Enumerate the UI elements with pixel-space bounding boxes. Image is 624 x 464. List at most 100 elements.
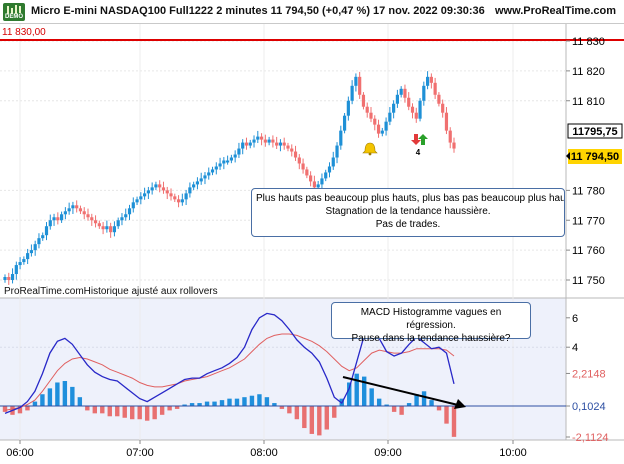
macd-tick-label: -2,1124 (572, 432, 609, 444)
candle (290, 148, 294, 152)
candle (52, 217, 56, 221)
candle (293, 151, 298, 158)
histogram-bar (436, 406, 442, 411)
candle (161, 187, 166, 191)
current-price-label-bg (568, 149, 622, 164)
macd-axis: 6 4 2,2148 0,1024 -2,1124 (566, 313, 609, 444)
last-price-label: 11795,75 (572, 126, 617, 138)
candle (354, 76, 358, 86)
candle (437, 94, 441, 104)
candle (335, 145, 339, 158)
candle (93, 220, 98, 224)
candle (441, 103, 445, 113)
current-price-label: 11 794,50 (571, 151, 619, 163)
candle (82, 211, 86, 215)
candle (297, 157, 301, 164)
signal-line (4, 333, 455, 411)
histogram-bar (70, 386, 75, 406)
candle (448, 130, 452, 143)
candle (286, 145, 290, 149)
candle (218, 163, 222, 167)
histogram-bar (406, 403, 412, 406)
candle (199, 178, 203, 182)
histogram-bar (444, 406, 449, 424)
macd-annotation[interactable]: MACD Histogramme vagues en régression. P… (331, 302, 531, 344)
histogram-bar (249, 395, 255, 406)
candle (78, 208, 83, 212)
price-axis: 11 830 11 820 11 810 11 780 11 770 11 760 11 7… (566, 36, 605, 287)
candle (158, 184, 162, 188)
candle (237, 148, 241, 155)
histogram-bar (174, 406, 180, 409)
candle (414, 112, 418, 119)
price-annotation[interactable]: Plus hauts pas beaucoup plus hauts, plus… (251, 188, 565, 237)
candle (233, 154, 237, 158)
histogram-bar (376, 398, 382, 406)
histogram-bar (152, 406, 157, 420)
candle (301, 163, 305, 170)
histogram-bar (309, 406, 315, 434)
candle (388, 112, 392, 122)
candle (248, 142, 252, 146)
candle (3, 277, 7, 280)
candle (410, 106, 415, 113)
histogram-bar (100, 406, 105, 414)
candle (124, 214, 128, 218)
histogram-bar (414, 394, 419, 406)
current-price-pointer (566, 152, 570, 160)
candle (116, 220, 120, 227)
candle (384, 121, 388, 131)
chart-area[interactable]: 11 830 11 820 11 810 11 780 11 770 11 760 11 7… (0, 24, 624, 464)
histogram-bar (242, 397, 247, 406)
candle (169, 193, 173, 197)
candle (184, 193, 188, 200)
candle (97, 223, 101, 227)
price-tick-label: 11 770 (572, 215, 605, 227)
histogram-bar (182, 404, 187, 406)
annotation-line: Pause dans la tendance haussière? (351, 333, 511, 344)
candle (203, 175, 207, 179)
trend-arrow-icon (454, 399, 466, 409)
histogram-bar (115, 406, 120, 417)
candle (324, 172, 328, 179)
candle (339, 130, 343, 146)
candle (143, 193, 147, 197)
trend-arrow-line (342, 376, 459, 406)
histogram-bar (122, 406, 127, 418)
candle (26, 253, 30, 260)
candle (7, 277, 11, 280)
candle (278, 142, 283, 146)
candle (56, 217, 60, 221)
candle (120, 217, 124, 221)
candle (309, 175, 313, 182)
price-tick-label: 11 830 (572, 36, 605, 48)
annotation-line: MACD Histogramme vagues en régression. (360, 307, 502, 331)
candle (316, 184, 320, 188)
site-link[interactable]: www.ProRealTime.com (494, 5, 616, 17)
candle (399, 88, 403, 95)
time-tick-label: 07:00 (126, 447, 154, 459)
candle (407, 97, 411, 107)
candle (282, 142, 286, 146)
price-tick-label: 11 820 (572, 66, 605, 78)
candle (376, 124, 381, 134)
histogram-bar (55, 382, 60, 406)
candle (210, 169, 215, 173)
annotation-line: Pas de trades. (375, 219, 441, 230)
time-tick-label: 09:00 (374, 447, 402, 459)
histogram-bar (287, 406, 292, 414)
histogram-bar (2, 406, 8, 412)
histogram-bar (197, 403, 202, 406)
price-tick-label: 11 810 (572, 96, 605, 108)
candle (22, 259, 26, 263)
histogram-bar (294, 406, 300, 420)
candle (241, 142, 245, 149)
candle (176, 199, 181, 203)
histogram-bar (62, 381, 68, 406)
candle (361, 94, 366, 107)
histogram-bar (227, 398, 232, 406)
histogram-bar (302, 406, 307, 429)
alert-bell-icon (362, 142, 378, 156)
candle (67, 208, 71, 212)
candle (271, 139, 275, 143)
